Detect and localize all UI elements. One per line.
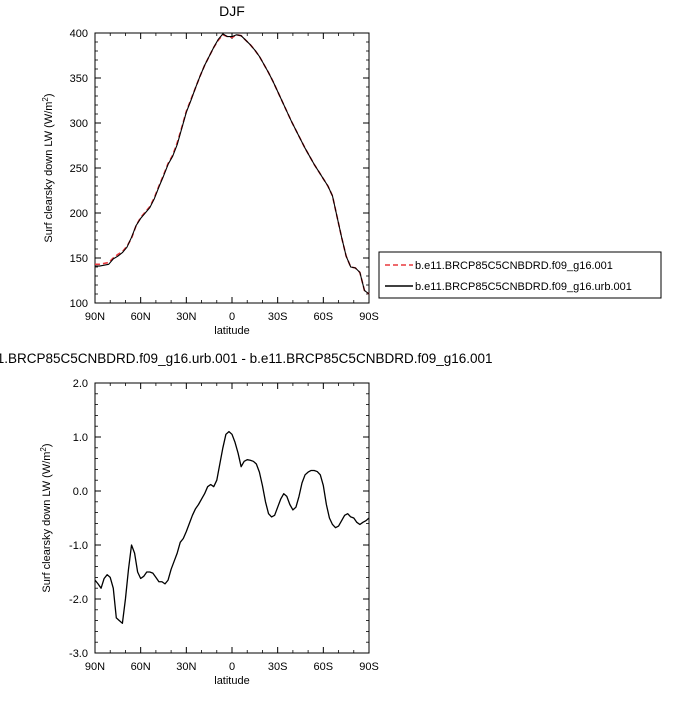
y-axis-label: Surf clearsky down LW (W/m2) [41,93,55,242]
x-axis-label: latitude [214,675,249,687]
difference-line [94,430,370,624]
chart-title: DJF [219,3,245,19]
x-tick-label: 90S [359,661,379,673]
plot-frame [94,32,370,304]
y-tick-label: 2.0 [73,378,88,390]
y-tick-label: 400 [70,28,88,40]
x-tick-label: 90N [85,661,105,673]
y-tick-label: 150 [70,253,88,265]
bottom-panel: b.e11.BRCP85C5CNBDRD.f09_g16.urb.001 - b… [0,351,493,687]
y-tick-label: -2.0 [69,594,88,606]
y-tick-label: -3.0 [69,648,88,660]
legend-label: b.e11.BRCP85C5CNBDRD.f09_g16.001 [415,260,613,272]
x-tick-label: 60N [131,661,151,673]
x-tick-label: 60S [314,661,334,673]
y-tick-label: 350 [70,73,88,85]
plot-frame [94,382,370,654]
x-tick-label: 60N [131,311,151,323]
top-panel: DJF 90N 60N 30N 0 30S 60S 90S 100 150 200 250 300 350… [41,3,662,337]
legend: b.e11.BRCP85C5CNBDRD.f09_g16.001 b.e11.BR… [378,251,662,299]
series-line-1 [95,33,370,295]
x-tick-label: 0 [229,311,235,323]
y-axis-label: Surf clearsky down LW (W/m2) [39,443,53,592]
series-line-2 [95,33,370,295]
x-tick-label: 30S [268,311,288,323]
x-tick-label: 90N [85,311,105,323]
x-tick-label: 30S [268,661,288,673]
x-tick-label: 30N [176,311,196,323]
y-tick-label: 1.0 [73,432,88,444]
y-tick-label: 250 [70,163,88,175]
y-tick-label: -1.0 [69,540,88,552]
y-tick-label: 300 [70,118,88,130]
x-tick-label: 0 [229,661,235,673]
x-tick-label: 60S [314,311,334,323]
x-tick-label: 30N [176,661,196,673]
y-tick-label: 100 [70,298,88,310]
y-tick-label: 200 [70,208,88,220]
x-tick-label: 90S [359,311,379,323]
x-axis-label: latitude [214,325,249,337]
legend-label: b.e11.BRCP85C5CNBDRD.f09_g16.urb.001 [415,281,632,293]
y-tick-label: 0.0 [73,486,88,498]
legend-box [378,251,662,299]
chart-title: b.e11.BRCP85C5CNBDRD.f09_g16.urb.001 - b… [0,351,493,366]
